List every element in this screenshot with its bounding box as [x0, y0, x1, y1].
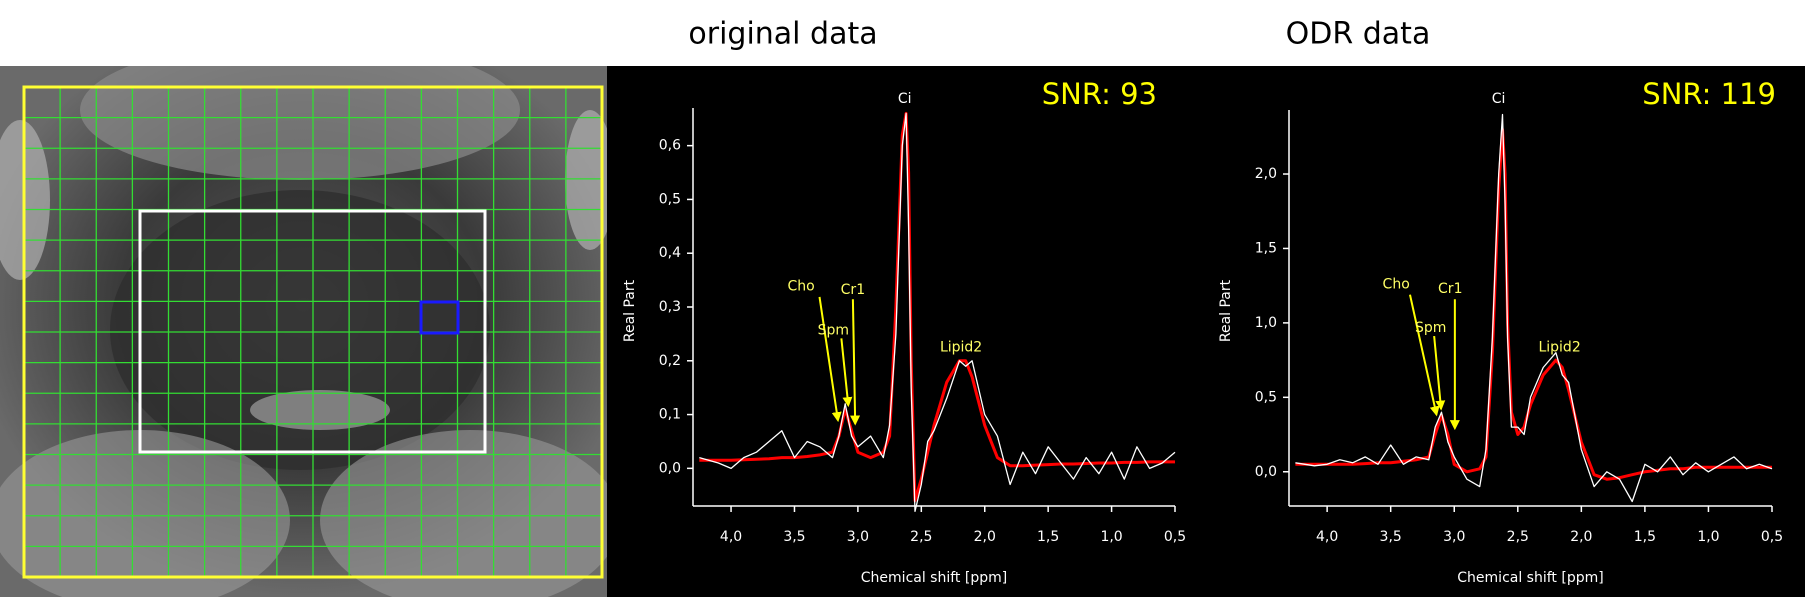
y-tick-label: 0,6	[659, 138, 681, 154]
x-tick-label: 0,5	[1761, 529, 1783, 545]
annotation-arrow	[850, 299, 861, 426]
annotation-arrow	[1433, 335, 1446, 411]
y-axis-label: Real Part	[622, 279, 638, 342]
y-axis-label: Real Part	[1218, 279, 1234, 342]
x-tick-label: 3,5	[783, 529, 805, 545]
peak-label: Cho	[787, 279, 814, 295]
y-tick-label: 0,5	[659, 191, 681, 207]
annotation-arrow	[818, 296, 842, 423]
annotation-arrow	[840, 338, 853, 408]
y-tick-label: 0,0	[1255, 464, 1277, 480]
chart-title: original data	[688, 17, 877, 52]
y-tick-label: 0,5	[1255, 389, 1277, 405]
peak-label: Spm	[1415, 320, 1446, 336]
spectrum-line	[1295, 113, 1773, 503]
mri-tissue	[80, 66, 520, 180]
peak-label: Cr1	[1438, 281, 1462, 297]
y-tick-label: 0,2	[659, 353, 681, 369]
y-tick-label: 0,0	[659, 460, 681, 476]
peak-label: Cr1	[841, 282, 865, 298]
x-axis-label: Chemical shift [ppm]	[1457, 570, 1603, 586]
peak-label: Ci	[1492, 91, 1506, 107]
x-tick-label: 4,0	[720, 529, 742, 545]
annotation-arrow	[1408, 294, 1440, 417]
y-tick-label: 1,5	[1255, 240, 1277, 256]
mri-tissue	[250, 390, 390, 430]
y-tick-label: 0,3	[659, 299, 681, 315]
x-tick-label: 1,0	[1100, 529, 1122, 545]
mri-tissue	[320, 430, 607, 597]
x-tick-label: 2,0	[1570, 529, 1592, 545]
x-tick-label: 3,5	[1380, 529, 1402, 545]
peak-label: Spm	[818, 322, 849, 338]
snr-label: SNR: 93	[1042, 77, 1157, 111]
snr-label: SNR: 119	[1642, 77, 1776, 111]
spectra-background	[607, 66, 1805, 597]
x-tick-label: 2,0	[974, 529, 996, 545]
spectrum-line	[699, 112, 1176, 513]
x-tick-label: 2,5	[1507, 529, 1529, 545]
y-tick-label: 1,0	[1255, 315, 1277, 331]
y-tick-label: 2,0	[1255, 166, 1277, 182]
mri-selected-voxel	[419, 300, 460, 335]
mri-image	[0, 66, 607, 597]
y-tick-label: 0,1	[659, 407, 681, 423]
x-tick-label: 1,0	[1697, 529, 1719, 545]
peak-label: Lipid2	[940, 340, 982, 356]
x-tick-label: 1,5	[1634, 529, 1656, 545]
x-tick-label: 3,0	[847, 529, 869, 545]
mri-grid	[24, 87, 602, 577]
mri-fov-box	[22, 85, 604, 579]
x-tick-label: 1,5	[1037, 529, 1059, 545]
chart-title: ODR data	[1286, 17, 1431, 52]
x-tick-label: 4,0	[1316, 529, 1338, 545]
peak-label: Lipid2	[1538, 340, 1580, 356]
header-band	[0, 0, 1805, 66]
mri-tissue	[0, 430, 290, 597]
peak-label: Cho	[1383, 276, 1410, 292]
x-tick-label: 3,0	[1443, 529, 1465, 545]
mri-tissue	[565, 110, 607, 250]
x-tick-label: 2,5	[910, 529, 932, 545]
x-tick-label: 0,5	[1164, 529, 1186, 545]
mri-voi-box	[138, 209, 487, 454]
y-tick-label: 0,4	[659, 245, 681, 261]
peak-label: Ci	[898, 91, 912, 107]
x-axis-label: Chemical shift [ppm]	[861, 570, 1007, 586]
